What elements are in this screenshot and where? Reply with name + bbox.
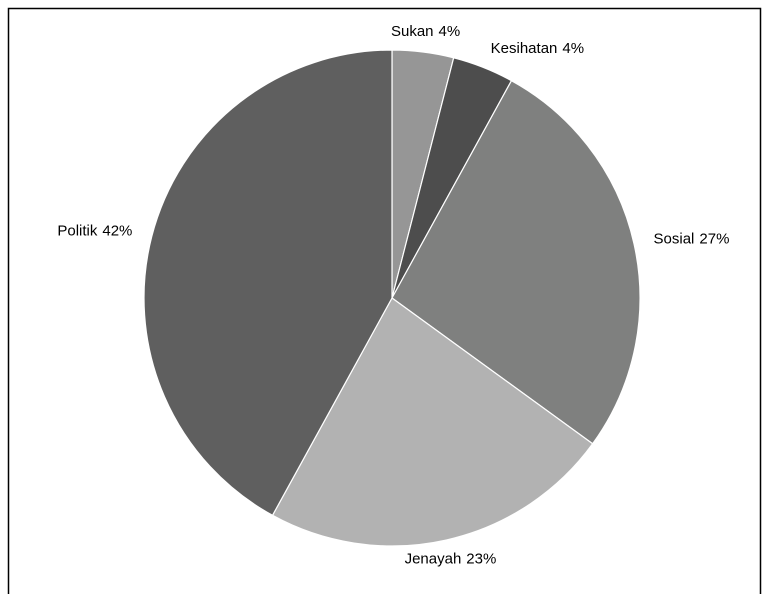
pie-slice [391,79,641,445]
frame [7,7,762,594]
slice-label: Sukan 4% [391,23,460,40]
slice-label: Politik 42% [57,222,132,239]
slice-category: Sukan [391,23,434,40]
slice-label: Kesihatan 4% [491,40,584,57]
slice-category: Jenayah [405,551,462,568]
slice-label: Jenayah 23% [405,551,497,568]
pie-slice [143,49,393,517]
slice-value: 42% [102,222,132,239]
slice-value: 4% [439,23,461,40]
slice-value: 27% [699,231,729,248]
slice-label: Sosial 27% [654,231,730,248]
slice-category: Politik [57,222,98,239]
slice-category: Sosial [654,231,695,248]
slice-category: Kesihatan [491,40,558,57]
slice-value: 23% [466,551,496,568]
pie-slice [271,297,594,547]
slice-value: 4% [562,40,584,57]
